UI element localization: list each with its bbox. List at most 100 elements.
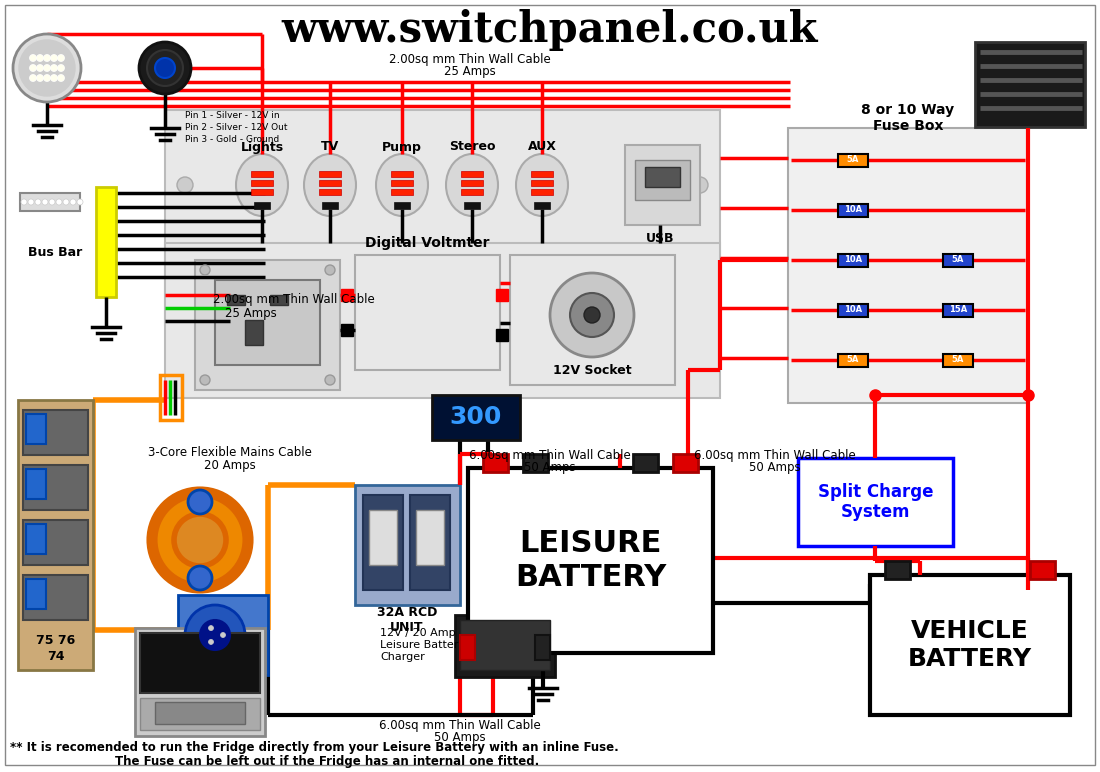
Text: 74: 74 [47,651,65,663]
Bar [23,520,88,565]
Bar [20,193,80,211]
Text: 6.00sq mm Thin Wall Cable: 6.00sq mm Thin Wall Cable [694,449,856,462]
Bar [322,202,338,209]
Circle shape [42,199,48,205]
Bar [214,280,320,365]
Text: 6.00sq mm Thin Wall Cable: 6.00sq mm Thin Wall Cable [379,720,541,733]
Bar [460,635,475,660]
Circle shape [19,40,75,96]
Bar [23,410,88,455]
Bar [251,171,273,177]
Bar [531,189,553,195]
Text: 5A: 5A [847,355,859,364]
Bar [798,458,953,546]
Bar [96,187,115,297]
Circle shape [56,199,62,205]
Bar [886,561,910,579]
Bar [160,375,182,420]
Bar [870,575,1070,715]
Circle shape [36,75,44,82]
Circle shape [139,42,191,94]
Text: Pump: Pump [382,141,422,154]
Circle shape [51,75,57,82]
Text: USB: USB [646,232,674,245]
Text: 50 Amps: 50 Amps [525,461,575,473]
Bar [625,145,700,225]
Bar [165,110,720,325]
Circle shape [550,273,634,357]
Text: ** It is recomended to run the Fridge directly from your Leisure Battery with an: ** It is recomended to run the Fridge di… [10,741,618,754]
Bar [319,171,341,177]
Text: 5A: 5A [952,256,965,265]
Circle shape [174,514,226,566]
Circle shape [44,75,51,82]
Bar [460,620,550,670]
Bar [254,202,270,209]
Bar [355,255,500,370]
Bar [18,400,94,670]
Text: Split Charge
System: Split Charge System [817,482,933,521]
Text: 10A: 10A [844,306,862,314]
Text: 32A RCD
UNIT: 32A RCD UNIT [377,606,437,634]
Circle shape [30,75,36,82]
Text: TV: TV [321,141,339,154]
Text: 5A: 5A [847,155,859,164]
Bar [943,253,974,266]
Bar [195,260,340,390]
Circle shape [13,34,81,102]
Text: www.switchpanel.co.uk: www.switchpanel.co.uk [282,9,818,51]
Circle shape [584,307,600,323]
Bar [531,171,553,177]
Bar [251,189,273,195]
Bar [943,303,974,317]
Bar [461,189,483,195]
Bar [135,628,265,736]
Bar [416,510,444,565]
Text: 12V / 20 Amp
Leisure Battery
Charger: 12V / 20 Amp Leisure Battery Charger [379,628,465,662]
Bar [270,295,288,305]
Text: 2.00sq mm Thin Wall Cable: 2.00sq mm Thin Wall Cable [389,53,551,66]
Bar [483,454,508,472]
Bar [390,189,412,195]
Bar [23,465,88,510]
Text: Pin 1 - Silver - 12V in: Pin 1 - Silver - 12V in [185,110,279,120]
Text: 2.00sq mm Thin Wall Cable: 2.00sq mm Thin Wall Cable [213,293,375,306]
Bar [251,180,273,186]
Text: 25 Amps: 25 Amps [226,306,277,320]
Bar [531,180,553,186]
Bar [390,171,412,177]
Bar [355,485,460,605]
Circle shape [28,199,34,205]
Bar [140,698,260,730]
Circle shape [44,55,51,62]
Circle shape [185,605,245,665]
Text: Digital Voltmter: Digital Voltmter [365,236,490,250]
Bar [464,202,480,209]
Circle shape [36,65,44,72]
Text: 300: 300 [450,405,503,429]
Circle shape [51,65,57,72]
Text: 12V Socket: 12V Socket [552,364,631,377]
Bar [155,702,245,724]
Text: 25 Amps: 25 Amps [444,66,496,79]
Circle shape [77,199,82,205]
Text: Pin 2 - Silver - 12V Out: Pin 2 - Silver - 12V Out [185,123,287,131]
Bar [838,303,868,317]
Bar [26,579,46,609]
Ellipse shape [304,154,356,216]
Bar [363,495,403,590]
Bar [975,42,1085,127]
Bar [838,154,868,167]
Bar [632,454,658,472]
Text: AUX: AUX [528,141,557,154]
Ellipse shape [236,154,288,216]
Bar [26,469,46,499]
Bar [838,354,868,367]
Bar [23,575,88,620]
Text: 3-Core Flexible Mains Cable: 3-Core Flexible Mains Cable [148,445,312,459]
Bar [26,414,46,444]
Circle shape [692,177,708,193]
Text: LEISURE
BATTERY: LEISURE BATTERY [515,529,667,592]
Circle shape [209,639,213,645]
Text: 10A: 10A [844,205,862,215]
